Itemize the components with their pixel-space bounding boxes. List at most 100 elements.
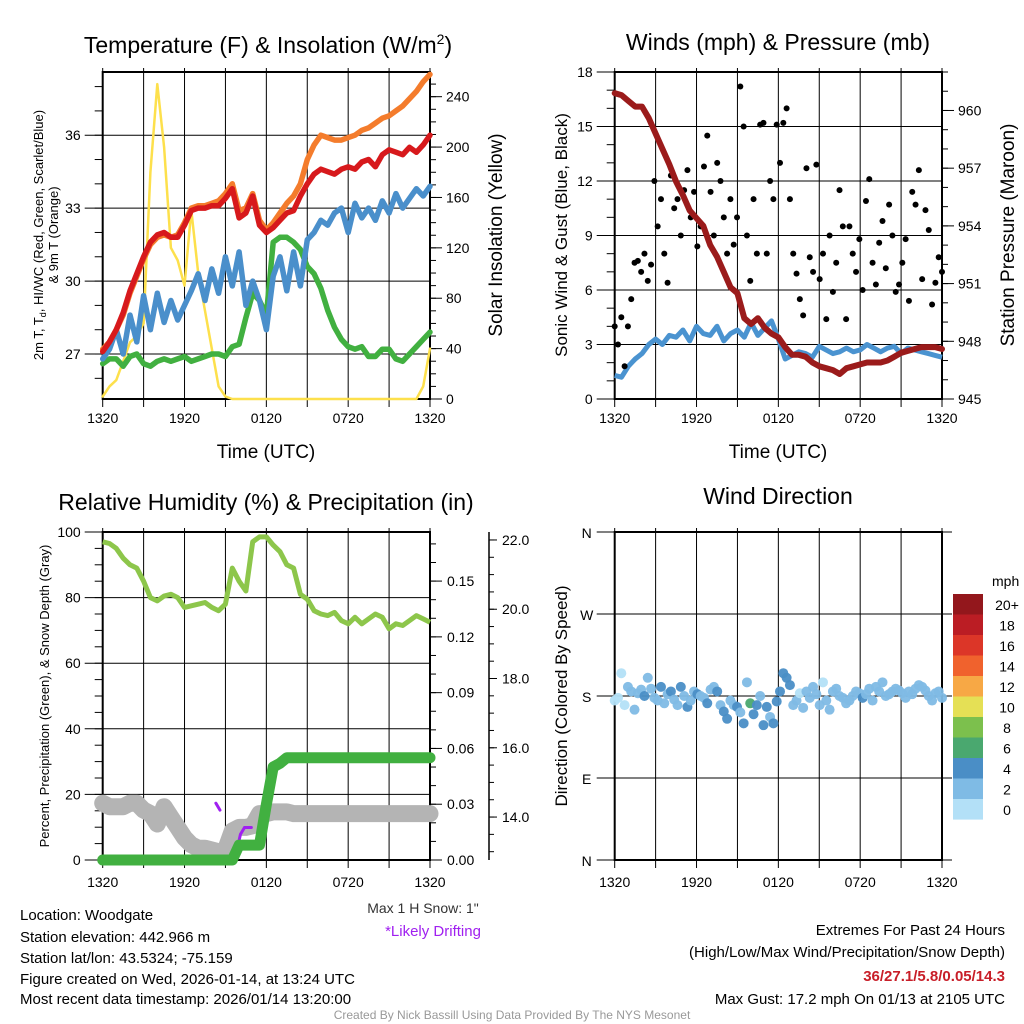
legend-swatch xyxy=(953,799,983,820)
gust-point xyxy=(684,167,691,174)
legend-swatch xyxy=(953,676,983,697)
right-tick-label: 951 xyxy=(958,276,982,292)
y-tick-label: 30 xyxy=(65,273,81,289)
gust-point xyxy=(922,207,929,214)
snow-tick-label: 16.0 xyxy=(502,740,529,756)
rh-y-axis-title: Percent, Precipitation (Green), & Snow D… xyxy=(37,545,52,848)
gust-point xyxy=(651,178,658,184)
drifting-note: *Likely Drifting xyxy=(385,923,481,940)
y-tick-label: 12 xyxy=(577,173,593,189)
gust-point xyxy=(691,188,698,195)
station-info: Location: Woodgate Station elevation: 44… xyxy=(20,907,355,1008)
gust-point xyxy=(902,236,909,243)
x-tick-label: 1320 xyxy=(87,874,118,890)
direction-point xyxy=(675,681,686,692)
x-tick-label: 0120 xyxy=(763,874,794,890)
panel-3: 1320 1920 0120 0720 1320 N E S W N xyxy=(580,525,958,890)
gust-point xyxy=(677,232,684,239)
direction-point xyxy=(613,692,624,703)
right-tick-label: 80 xyxy=(446,290,462,306)
y-tick-label: 3 xyxy=(585,337,593,353)
y-tick-label: 18 xyxy=(577,64,593,80)
x-tick-label: 0720 xyxy=(333,410,364,426)
gust-point xyxy=(929,301,936,308)
snow-tick-label: 20.0 xyxy=(502,601,529,617)
legend-swatch xyxy=(953,758,983,779)
series-precipitation xyxy=(97,752,436,866)
gust-point xyxy=(661,250,668,257)
gust-point xyxy=(919,276,926,283)
y-tick-label: 9 xyxy=(585,228,593,244)
precip-tick-label: 0.15 xyxy=(447,573,474,589)
series-hi-wc xyxy=(99,183,433,362)
x-tick-label: 1920 xyxy=(169,410,200,426)
gust-point xyxy=(892,288,899,295)
gust-point xyxy=(671,205,678,212)
right-tick-label: 0 xyxy=(446,391,454,407)
max-snow-text: Max 1 H Snow: 1" xyxy=(367,900,479,916)
gust-point xyxy=(879,217,886,224)
gust-point xyxy=(882,265,889,272)
elevation-text: Station elevation: 442.966 m xyxy=(20,929,210,946)
gust-point xyxy=(889,232,896,239)
direction-point xyxy=(665,686,676,697)
direction-point xyxy=(775,686,786,697)
gust-point xyxy=(770,196,777,203)
x-tick-label: 1320 xyxy=(926,874,957,890)
temp-y-axis-title-line2: & 9m T (Orange) xyxy=(46,186,61,283)
legend-swatch xyxy=(953,737,983,759)
x-tick-label: 0720 xyxy=(845,410,876,426)
speed-legend: 20+ 18 16 14 12 10 8 6 4 2 0 xyxy=(953,594,1019,820)
direction-point xyxy=(616,668,627,679)
gust-point xyxy=(657,196,664,203)
gust-point xyxy=(707,188,714,195)
gust-point xyxy=(935,254,942,261)
right-tick-label: 948 xyxy=(958,333,982,349)
gust-point xyxy=(743,232,750,239)
legend-label: 20+ xyxy=(995,597,1019,613)
gust-point xyxy=(823,316,830,323)
direction-point xyxy=(811,689,822,700)
direction-point xyxy=(751,700,762,711)
legend-swatch xyxy=(953,594,983,615)
direction-point xyxy=(867,695,878,706)
gust-point xyxy=(638,268,645,275)
x-tick-label: 1320 xyxy=(599,874,630,890)
gust-point xyxy=(644,277,651,284)
direction-point xyxy=(877,677,888,688)
snow-tick-label: 14.0 xyxy=(502,809,529,825)
right-tick-label: 120 xyxy=(446,240,470,256)
direction-point xyxy=(821,695,832,706)
y-tick-label: E xyxy=(582,771,591,787)
gust-point xyxy=(624,323,631,330)
legend-swatch xyxy=(953,717,983,738)
y-tick-label: 6 xyxy=(585,282,593,298)
x-tick-label: 0720 xyxy=(333,874,364,890)
gust-point xyxy=(634,257,641,264)
gust-point xyxy=(730,241,737,248)
gust-point xyxy=(932,279,939,286)
right-tick-label: 240 xyxy=(446,89,470,105)
direction-point xyxy=(761,701,772,712)
direction-point xyxy=(768,718,779,729)
legend-title: mph xyxy=(992,573,1019,589)
gust-point xyxy=(846,223,853,230)
direction-point xyxy=(646,683,657,694)
gust-point xyxy=(886,201,893,208)
gust-point xyxy=(648,261,655,268)
location-text: Location: Woodgate xyxy=(20,907,153,924)
panel-1: 1320 1920 0120 0720 1320 0 3 6 9 12 15 18 945 948 951 9… xyxy=(577,64,981,426)
precip-tick-label: 0.12 xyxy=(447,629,474,645)
x-tick-label: 1320 xyxy=(414,874,445,890)
direction-point xyxy=(741,677,752,688)
gust-point xyxy=(654,223,661,230)
winds-x-axis-title: Time (UTC) xyxy=(729,442,828,463)
pressure-axis-title: Station Pressure (Maroon) xyxy=(998,124,1019,347)
direction-point xyxy=(712,686,723,697)
gust-point xyxy=(849,250,856,257)
gust-point xyxy=(783,105,790,112)
gust-point xyxy=(806,254,813,261)
gust-point xyxy=(611,323,618,330)
direction-point xyxy=(619,700,630,711)
gust-point xyxy=(753,250,760,257)
